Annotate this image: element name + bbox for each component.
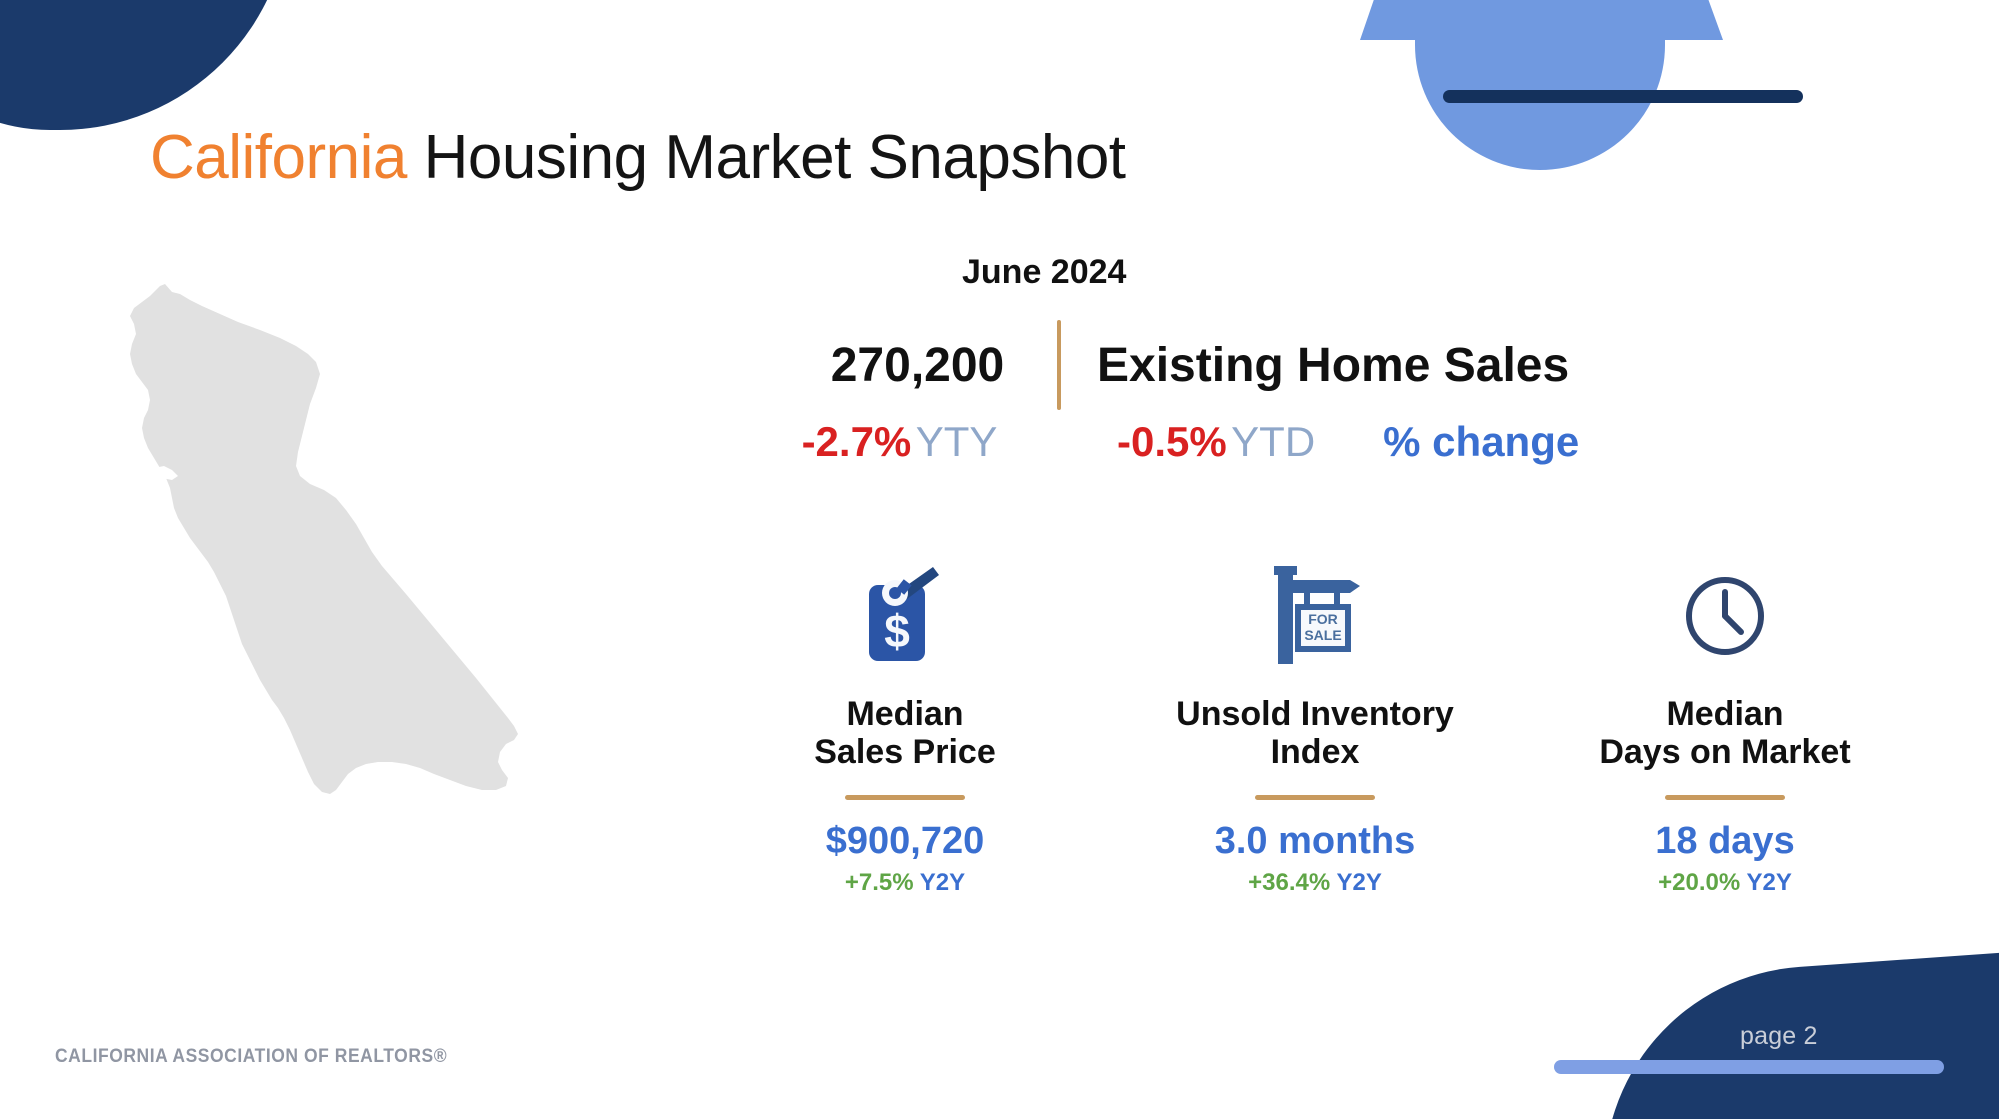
metric-card-delta-label: Y2Y (919, 869, 966, 897)
yty-change-group: -2.7% YTY (782, 418, 1017, 466)
metric-card-value: 18 days (1655, 820, 1795, 863)
metric-card-title: Median Sales Price (814, 695, 996, 772)
metric-card-title: Unsold Inventory Index (1176, 695, 1454, 772)
ytd-change-value: -0.5% (1117, 418, 1227, 465)
metric-card-delta: +20.0% Y2Y (1520, 869, 1930, 897)
metric-card-median-sales-price: $ Median Sales Price $900,720 +7.5% Y2Y (700, 558, 1110, 897)
clock-icon (1520, 558, 1930, 673)
footer-logo: CALIFORNIA ASSOCIATION OF REALTORS® (55, 1046, 448, 1067)
page-number: page 2 (1740, 1022, 1818, 1050)
period-label: June 2024 (962, 253, 1127, 291)
metric-card-delta-pct: +20.0% (1658, 869, 1741, 897)
metric-card-delta-label: Y2Y (1746, 869, 1792, 897)
price-tag-dollar-icon: $ (700, 558, 1110, 673)
decoration-bottom-right-blue-bar (1554, 1060, 1944, 1074)
for-sale-sign-icon: FOR SALE (1110, 558, 1520, 673)
percent-change-label: % change (1383, 418, 1580, 465)
svg-text:SALE: SALE (1304, 627, 1341, 643)
page-title-highlight: California (150, 123, 407, 192)
decoration-top-right-navy-bar (1443, 90, 1803, 103)
metric-card-delta-label: Y2Y (1336, 869, 1382, 897)
metric-card-row: $ Median Sales Price $900,720 +7.5% Y2Y (700, 558, 1930, 897)
svg-text:$: $ (884, 605, 910, 657)
percent-change-legend: % change (1383, 418, 1579, 466)
metric-card-rule (845, 795, 965, 801)
metric-card-delta-pct: +7.5% (844, 869, 914, 897)
metric-card-value: $900,720 (825, 820, 985, 863)
headline-stat-row: 270,200 Existing Home Sales (800, 320, 1570, 410)
existing-home-sales-label: Existing Home Sales (1097, 338, 1570, 392)
headline-divider (1057, 320, 1061, 410)
metric-card-delta-pct: +36.4% (1248, 869, 1331, 897)
ytd-change-label: YTD (1231, 418, 1316, 465)
metric-card-median-days-on-market: Median Days on Market 18 days +20.0% Y2Y (1520, 558, 1930, 897)
headline-change-row: -2.7% YTY -0.5% YTD % change (782, 418, 1580, 478)
metric-card-delta: +7.5% Y2Y (700, 869, 1110, 897)
decoration-top-left-navy-blob (0, 0, 290, 130)
decoration-top-right-blue-funnel (1360, 0, 1723, 170)
page-title: California Housing Market Snapshot (150, 122, 1126, 193)
metric-card-title: Median Days on Market (1599, 695, 1851, 772)
metric-card-rule (1665, 795, 1785, 801)
svg-text:FOR: FOR (1308, 611, 1338, 627)
california-state-map (120, 270, 540, 930)
existing-home-sales-count: 270,200 (830, 338, 1005, 392)
yty-change-value: -2.7% (801, 418, 912, 465)
metric-card-rule (1255, 795, 1375, 801)
ytd-change-group: -0.5% YTD (1117, 418, 1315, 466)
yty-change-label: YTY (915, 418, 998, 465)
metric-card-delta: +36.4% Y2Y (1110, 869, 1520, 897)
page-title-rest: Housing Market Snapshot (406, 123, 1126, 192)
metric-card-value: 3.0 months (1214, 820, 1416, 863)
metric-card-unsold-inventory-index: FOR SALE Unsold Inventory Index 3.0 mont… (1110, 558, 1520, 897)
